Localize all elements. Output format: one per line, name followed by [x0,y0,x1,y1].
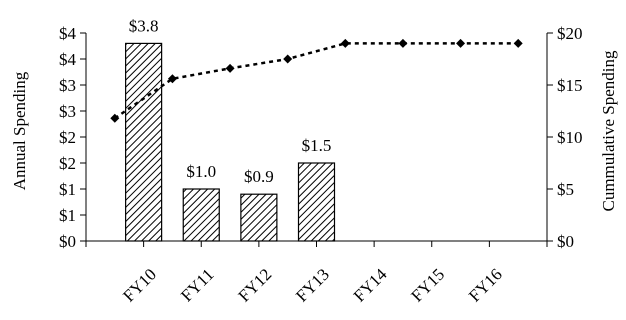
y-axis-left: $0 $1 $1 $2 $2 $3 $3 $4 $4 [59,24,87,251]
y-tick-label-left: $1 [59,206,76,225]
cumulative-point [398,38,408,48]
bar-data-labels: $3.8 $1.0 $0.9 $1.5 [129,16,332,186]
x-axis: FY10 FY11 FY12 FY13 FY14 FY15 FY16 [85,240,548,306]
y-tick-label-left: $4 [59,50,77,69]
x-tick-label: FY10 [119,265,160,306]
bar-data-label: $1.5 [302,136,332,155]
y-tick-label-left: $2 [59,154,76,173]
cumulative-line [114,42,519,120]
y-tick-label-right: $10 [557,128,583,147]
bar [125,42,163,242]
y-tick-label-left: $1 [59,180,76,199]
bar [297,162,336,242]
y-tick-label-left: $0 [59,232,76,251]
y-tick-label-left: $4 [59,24,77,43]
x-tick-label: FY14 [350,264,391,305]
y-axis-title-left: Annual Spending [10,71,29,190]
x-tick-label: FY13 [292,265,333,306]
y-axis-right: $0 $5 $10 $15 $20 [546,24,583,251]
cumulative-point [283,54,293,64]
y-axis-title-right: Cummulative Spending [599,50,618,212]
y-tick-label-right: $5 [557,180,574,199]
cumulative-point [225,63,235,73]
bar-series-annual-spending [125,42,336,242]
cumulative-point [513,38,523,48]
cumulative-point [340,38,350,48]
bar-data-label: $0.9 [244,167,274,186]
x-tick-label: FY16 [465,265,506,306]
y-tick-label-left: $3 [59,102,76,121]
cumulative-point [110,113,120,123]
bar-data-label: $3.8 [129,16,159,35]
y-tick-label-right: $20 [557,24,583,43]
bar [182,188,220,242]
x-tick-label: FY12 [235,265,276,306]
y-tick-label-left: $3 [59,76,76,95]
line-series-cumulative-spending [110,38,523,123]
y-tick-label-right: $0 [557,232,574,251]
cumulative-point [456,38,466,48]
y-tick-label-right: $15 [557,76,583,95]
bar [240,193,278,242]
x-tick-label: FY11 [177,265,217,305]
y-tick-label-left: $2 [59,128,76,147]
bar-data-label: $1.0 [186,162,216,181]
x-tick-label: FY15 [407,265,448,306]
cumulative-point [167,74,177,84]
